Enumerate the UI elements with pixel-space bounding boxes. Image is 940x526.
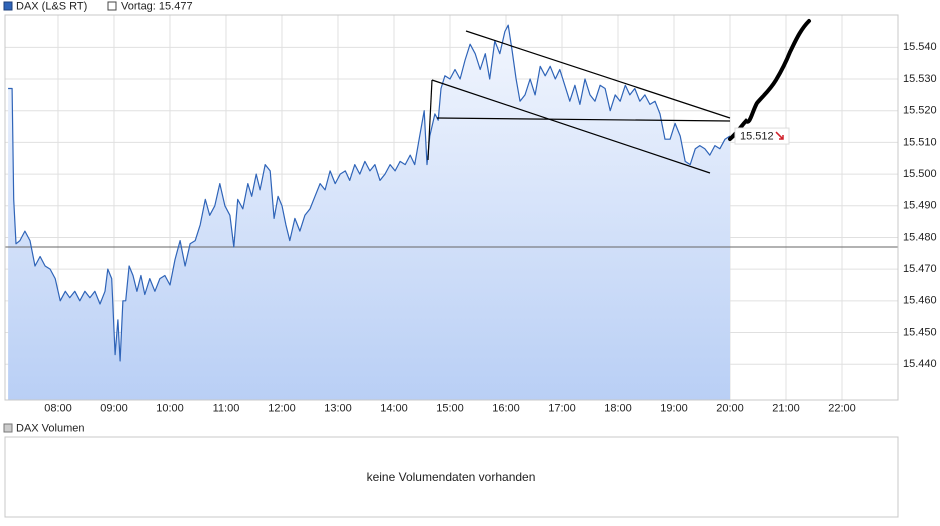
x-tick-label: 16:00 xyxy=(492,402,520,414)
legend-swatch xyxy=(3,423,13,433)
x-tick-label: 18:00 xyxy=(604,402,632,414)
reference-label: Vortag: xyxy=(121,0,156,12)
x-tick-label: 20:00 xyxy=(716,402,744,414)
last-value-label: 15.512 xyxy=(740,130,774,142)
volume-message: keine Volumendaten vorhanden xyxy=(367,470,536,484)
annotations xyxy=(427,19,811,174)
y-tick-label: 15.520 xyxy=(903,105,937,117)
y-tick-label: 15.460 xyxy=(903,295,937,307)
trend-line xyxy=(436,117,731,122)
y-tick-label: 15.540 xyxy=(903,41,937,53)
y-tick-label: 15.470 xyxy=(903,263,937,275)
x-tick-label: 09:00 xyxy=(100,402,128,414)
y-tick-label: 15.500 xyxy=(903,168,937,180)
reference-legend: Vortag: 15.477 xyxy=(121,0,193,12)
legend-label: DAX (L&S RT) xyxy=(16,0,87,12)
volume-legend: DAX Volumen xyxy=(16,422,84,434)
x-tick-label: 12:00 xyxy=(268,402,296,414)
x-tick-label: 21:00 xyxy=(772,402,800,414)
reference-value: 15.477 xyxy=(159,0,193,12)
plot xyxy=(5,24,898,400)
y-tick-label: 15.490 xyxy=(903,200,937,212)
y-tick-label: 15.510 xyxy=(903,136,937,148)
y-tick-label: 15.530 xyxy=(903,73,937,85)
last-value-frame xyxy=(734,127,790,145)
y-tick-label: 15.440 xyxy=(903,358,937,370)
x-tick-label: 22:00 xyxy=(828,402,856,414)
y-tick-label: 15.450 xyxy=(903,326,937,338)
x-tick-label: 10:00 xyxy=(156,402,184,414)
x-tick-label: 19:00 xyxy=(660,402,688,414)
x-tick-label: 17:00 xyxy=(548,402,576,414)
x-tick-label: 11:00 xyxy=(213,402,240,414)
trend-line xyxy=(431,79,711,174)
x-tick-label: 15:00 xyxy=(436,402,464,414)
x-tick-label: 14:00 xyxy=(380,402,408,414)
last-value-box: 15.512 xyxy=(734,127,790,145)
trend-line xyxy=(427,79,433,161)
price-line xyxy=(8,24,731,362)
legend-swatch xyxy=(107,1,117,11)
hand-drawn-curve xyxy=(728,19,811,141)
down-arrow-icon xyxy=(775,131,784,140)
plot-frame xyxy=(4,14,899,401)
volume-frame xyxy=(4,436,899,518)
trend-line xyxy=(465,30,731,119)
legend-swatch xyxy=(3,1,13,11)
y-tick-label: 15.480 xyxy=(903,231,937,243)
x-tick-label: 08:00 xyxy=(44,402,72,414)
x-tick-label: 13:00 xyxy=(324,402,352,414)
